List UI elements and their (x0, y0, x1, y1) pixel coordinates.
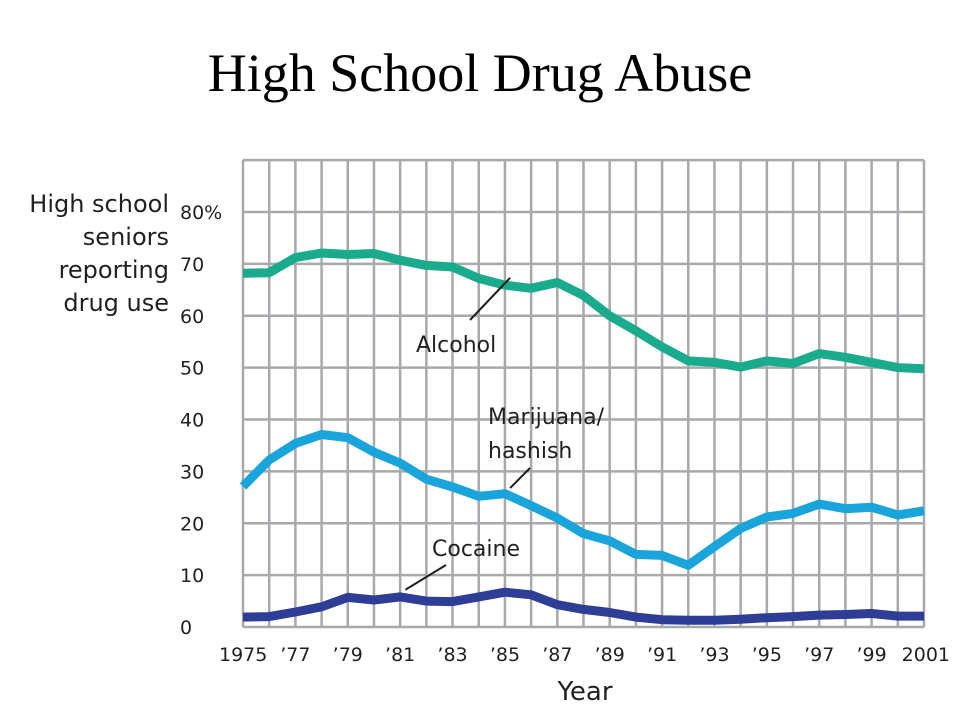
series-line-3 (242, 587, 924, 625)
marijuana-pointer (509, 467, 531, 489)
y-tick-label: 40 (180, 410, 204, 432)
y-tick-label: 60 (180, 306, 204, 328)
chart-title: High School Drug Abuse (207, 43, 753, 103)
x-tick-label: ’87 (542, 644, 572, 666)
marijuana-label-line-2: hashish (488, 439, 572, 464)
x-tick-label: ’99 (857, 644, 887, 666)
y-tick-label: 50 (180, 358, 204, 380)
annotation-pointers (404, 277, 531, 591)
y-axis-label-line-2: seniors (83, 223, 169, 251)
cocaine-label: Cocaine (432, 537, 520, 562)
y-tick-label: 80% (180, 202, 222, 224)
y-tick-label: 0 (180, 617, 192, 639)
x-tick-label: ’85 (490, 644, 520, 666)
y-tick-label: 30 (180, 461, 204, 483)
y-tick-labels: 0 10 20 30 40 50 60 70 80% (180, 202, 222, 639)
x-tick-label: ’83 (437, 644, 467, 666)
x-tick-label: ’93 (699, 644, 729, 666)
x-tick-label: ’81 (385, 644, 415, 666)
y-axis-label-line-4: drug use (63, 289, 169, 317)
grid (241, 158, 926, 629)
x-axis-label: Year (556, 677, 612, 707)
series-line-2 (239, 430, 925, 570)
marijuana-label-line-1: Marijuana/ (488, 405, 605, 430)
x-tick-label: ’95 (752, 644, 782, 666)
x-tick-label: ’97 (804, 644, 834, 666)
series-line-1 (242, 248, 925, 374)
cocaine-pointer (404, 564, 447, 591)
x-tick-label: 1975 (219, 644, 267, 666)
x-tick-label: ’79 (333, 644, 363, 666)
y-tick-label: 70 (180, 254, 204, 276)
alcohol-label: Alcohol (416, 333, 496, 358)
series-lines (239, 248, 925, 625)
alcohol-pointer (469, 277, 511, 321)
x-tick-labels: 1975 ’77 ’79 ’81 ’83 ’85 ’87 ’89 ’91 ’93 ’95 ’97 ’99… (219, 644, 950, 666)
y-axis-label-line-3: reporting (59, 256, 169, 284)
y-tick-label: 10 (180, 565, 204, 587)
y-axis-label-line-1: High school (29, 190, 169, 218)
x-tick-label: 2001 (902, 644, 950, 666)
x-tick-label: ’77 (280, 644, 310, 666)
y-tick-label: 20 (180, 513, 204, 535)
x-tick-label: ’89 (595, 644, 625, 666)
x-tick-label: ’91 (647, 644, 677, 666)
